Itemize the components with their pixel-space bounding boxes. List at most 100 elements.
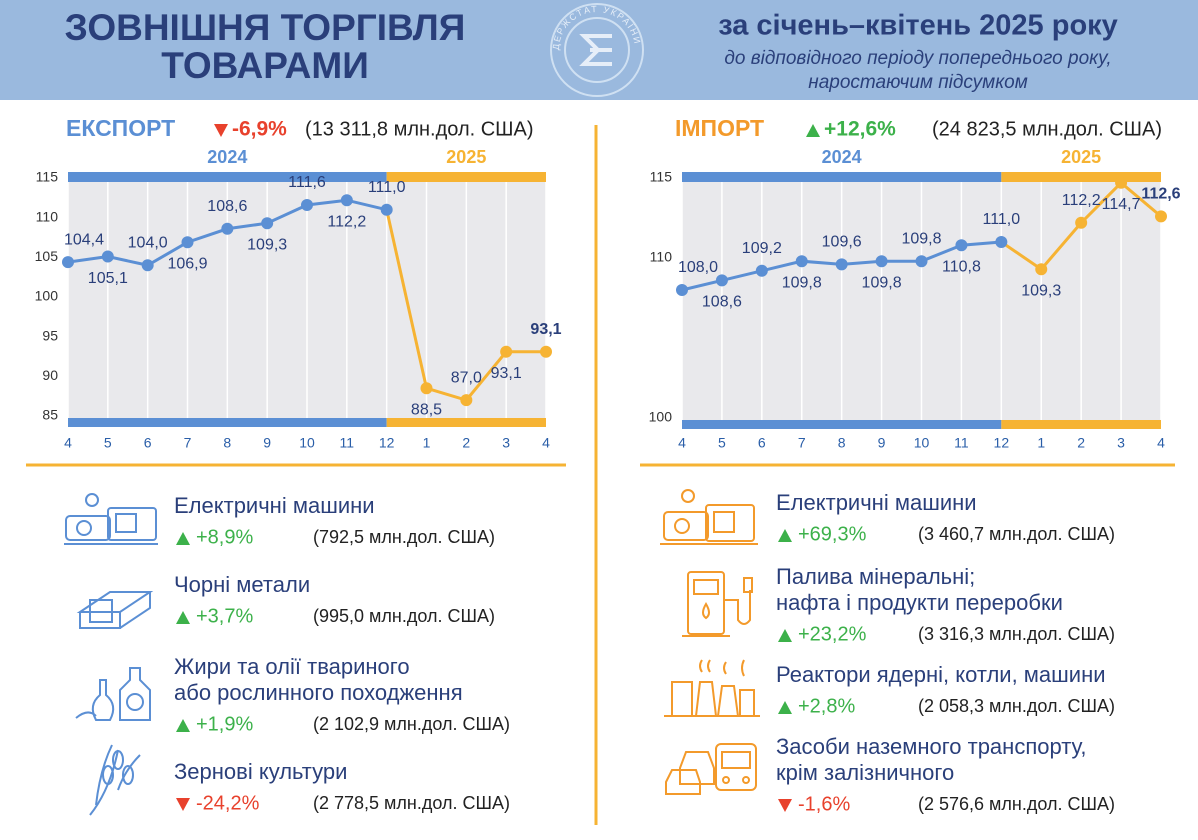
value-label: 111,6 [288,174,326,191]
x-tick-label: 4 [678,435,686,451]
data-point [755,264,768,277]
y-tick-label: 85 [42,407,58,423]
panel-title: ІМПОРТ [675,115,764,141]
x-tick-label: 6 [144,435,152,451]
value-label: 108,6 [207,198,247,215]
panel-total: (13 311,8 млн.дол. США) [305,118,534,140]
value-label: 108,0 [678,259,718,276]
year-band [386,418,546,427]
item-label: Реактори ядерні, котли, машини [776,662,1106,687]
item-change: +23,2% [798,623,867,645]
data-point [715,274,728,287]
x-tick-label: 9 [878,435,886,451]
icon-electric-machines [660,489,758,545]
year-label: 2025 [446,147,486,167]
year-band [68,172,387,182]
item-total: (2 058,3 млн.дол. США) [918,696,1115,716]
x-tick-label: 6 [758,435,766,451]
arrow-down [176,798,190,811]
y-tick-label: 110 [650,249,673,265]
x-tick-label: 8 [223,435,231,451]
x-tick-label: 12 [379,435,395,451]
value-label: 104,4 [64,231,104,248]
panel-title: ЕКСПОРТ [66,115,175,141]
value-label: 106,9 [167,255,207,272]
x-tick-label: 9 [263,435,271,451]
icon-oils [75,667,151,721]
x-tick-label: 3 [1117,435,1125,451]
data-point [141,259,154,272]
item-label: Жири та олії твариного [174,654,410,679]
subtitle-line: наростаючим підсумком [808,72,1028,93]
icon-ferrous-metals [76,591,154,629]
arrow-up [778,629,792,642]
title-line: ТОВАРАМИ [161,45,369,86]
year-band [68,418,387,427]
year-label: 2024 [207,147,247,167]
year-band [682,420,1002,429]
arrow-up [778,701,792,714]
item-total: (792,5 млн.дол. США) [313,527,495,547]
icon-reactors [664,659,760,717]
value-label: 111,0 [982,211,1020,228]
item-change: +8,9% [196,526,253,548]
icon-grain [89,744,141,816]
arrow-up [176,719,190,732]
item-label: або рослинного походження [174,680,463,705]
data-point [460,394,473,407]
data-point [181,236,194,249]
data-point [62,256,74,269]
arrow-up [778,529,792,542]
data-point [795,255,808,268]
value-label: 111,0 [368,179,406,196]
y-tick-label: 110 [36,208,59,224]
x-tick-label: 8 [838,435,846,451]
item-total: (3 460,7 млн.дол. США) [918,524,1115,544]
item-label: Засоби наземного транспорту, [776,734,1086,759]
item-label: нафта і продукти переробки [776,590,1063,615]
data-point [261,217,274,230]
value-label: 109,3 [247,236,287,253]
panel-change: +12,6% [824,118,896,141]
item-change: +1,9% [196,713,253,735]
value-label: 109,6 [822,234,862,251]
item-total: (2 778,5 млн.дол. США) [313,793,510,813]
data-point [955,239,968,252]
item-label: Палива мінеральні; [776,564,975,589]
x-tick-label: 5 [718,435,726,451]
data-point [1035,263,1048,276]
x-tick-label: 4 [64,435,72,451]
value-label: 87,0 [451,369,482,386]
data-point [340,194,353,207]
item-change: -24,2% [196,792,260,814]
title-line: ЗОВНІШНЯ ТОРГІВЛЯ [65,7,466,48]
icon-transport [665,743,757,795]
y-tick-label: 115 [650,169,673,185]
data-point [540,345,552,358]
year-label: 2025 [1061,147,1101,167]
x-tick-label: 4 [542,435,550,451]
value-label: 109,3 [1021,282,1061,299]
data-point [1075,216,1088,229]
year-label: 2024 [822,147,862,167]
arrow-up [806,124,820,137]
data-point [875,255,888,268]
item-label: Чорні метали [174,572,310,597]
x-tick-label: 2 [1077,435,1085,451]
period: за січень–квітень 2025 року [718,10,1118,42]
value-label: 110,8 [942,258,981,275]
value-label: 109,8 [901,230,941,247]
arrow-up [176,532,190,545]
data-point [835,258,848,271]
x-tick-label: 5 [104,435,112,451]
value-label: 109,2 [742,240,782,257]
arrow-up [176,611,190,624]
data-point [995,236,1008,248]
x-tick-label: 3 [502,435,510,451]
x-tick-label: 4 [1157,435,1165,451]
item-change: +3,7% [196,605,253,627]
arrow-down [778,799,792,812]
x-tick-label: 1 [423,435,431,451]
data-point [420,382,433,395]
